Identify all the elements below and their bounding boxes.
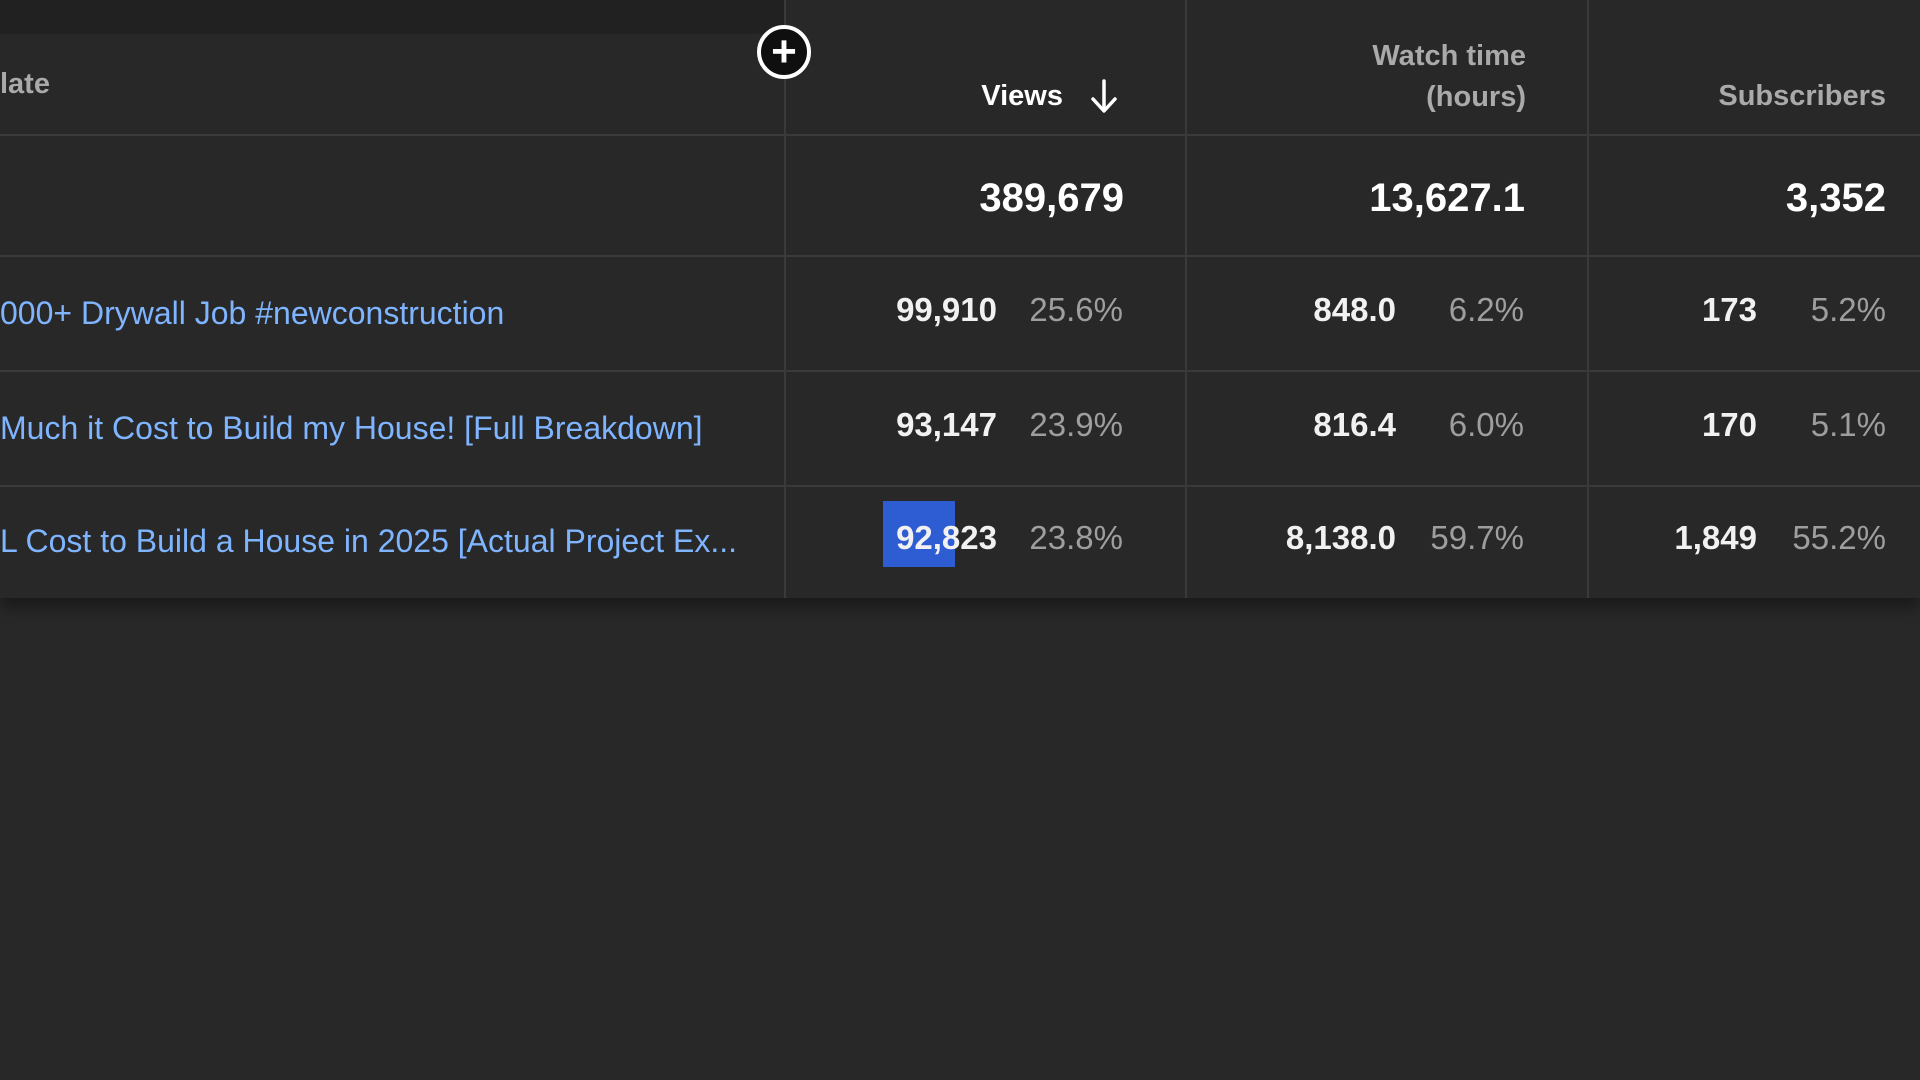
video-title-link[interactable]: 000+ Drywall Job #newconstruction: [0, 295, 505, 331]
total-subscribers: 3,352: [1785, 176, 1886, 220]
totals-row: 389,679 13,627.1 3,352: [0, 134, 1920, 257]
column-divider: [1185, 0, 1187, 598]
subscribers-percent: 5.2%: [1810, 291, 1886, 328]
views-value: 93,147: [896, 406, 997, 443]
views-percent: 23.9%: [1029, 406, 1123, 443]
total-watch-time: 13,627.1: [1369, 176, 1525, 220]
plus-icon: +: [771, 27, 797, 76]
column-header-watch-time-line2: (hours): [1426, 81, 1526, 113]
subscribers-percent: 5.1%: [1810, 406, 1886, 443]
subscribers-value: 173: [1701, 291, 1757, 328]
watch-time-value: 848.0: [1313, 291, 1396, 328]
views-value[interactable]: 92,823: [896, 519, 997, 556]
watch-time-percent: 59.7%: [1430, 519, 1524, 556]
views-value: 99,910: [896, 291, 997, 328]
views-percent: 25.6%: [1029, 291, 1123, 328]
column-header-subscribers[interactable]: Subscribers: [1718, 80, 1886, 112]
video-title-link[interactable]: L Cost to Build a House in 2025 [Actual …: [0, 523, 737, 559]
column-divider: [1587, 0, 1589, 598]
watch-time-percent: 6.0%: [1448, 406, 1524, 443]
total-views: 389,679: [979, 176, 1124, 220]
subscribers-percent: 55.2%: [1792, 519, 1886, 556]
views-percent: 23.8%: [1029, 519, 1123, 556]
table-row[interactable]: 000+ Drywall Job #newconstruction 99,910…: [0, 255, 1920, 372]
column-header-watch-time-line1: Watch time: [1372, 40, 1526, 72]
text-selection-highlight: [883, 501, 955, 567]
add-column-button[interactable]: +: [757, 25, 811, 79]
table-header-row: late Views Watch time (hours) Subscriber…: [0, 0, 1920, 134]
watch-time-percent: 6.2%: [1448, 291, 1524, 328]
column-header-views[interactable]: Views: [981, 80, 1063, 112]
column-divider: [784, 0, 786, 598]
watch-time-value: 8,138.0: [1285, 519, 1396, 556]
watch-time-value: 816.4: [1313, 406, 1396, 443]
table-row[interactable]: L Cost to Build a House in 2025 [Actual …: [0, 485, 1920, 600]
video-title-link[interactable]: Much it Cost to Build my House! [Full Br…: [0, 410, 703, 446]
column-header-partial[interactable]: late: [0, 68, 50, 100]
column-header-watch-time[interactable]: Watch time (hours): [1372, 36, 1526, 118]
analytics-table: late Views Watch time (hours) Subscriber…: [0, 0, 1920, 598]
table-row[interactable]: Much it Cost to Build my House! [Full Br…: [0, 370, 1920, 487]
subscribers-value: 1,849: [1674, 519, 1757, 556]
arrow-down-icon[interactable]: [1088, 78, 1120, 116]
top-toolbar-strip: [0, 0, 785, 34]
subscribers-value: 170: [1701, 406, 1757, 443]
